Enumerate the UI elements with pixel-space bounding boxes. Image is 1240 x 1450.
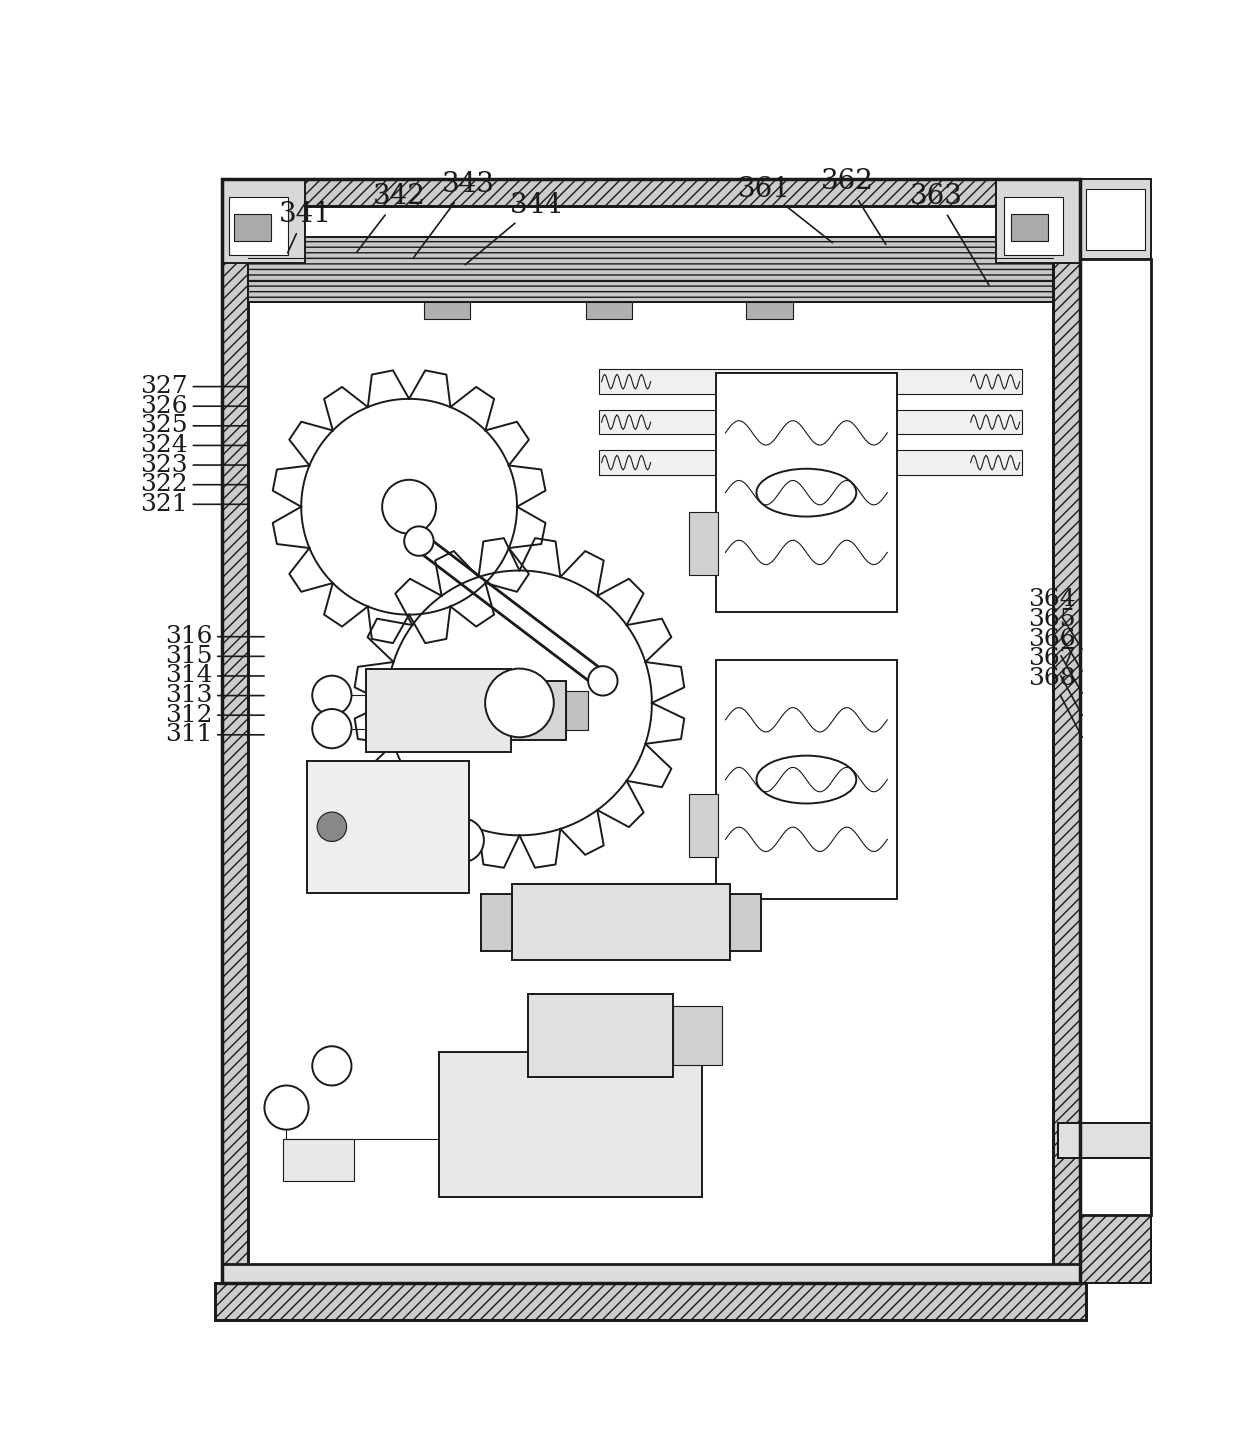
Bar (1058, 1124, 1151, 1157)
Bar (248, 236, 1053, 302)
Text: 327: 327 (140, 376, 247, 399)
Circle shape (485, 668, 554, 737)
Text: 361: 361 (738, 175, 832, 242)
Bar (222, 180, 248, 1283)
Text: 321: 321 (140, 493, 247, 516)
Bar (1053, 180, 1080, 1283)
Bar (424, 302, 470, 319)
Bar (599, 370, 1022, 394)
Bar (248, 236, 1053, 302)
Bar (673, 1006, 722, 1064)
Bar (308, 761, 469, 893)
Text: 366: 366 (1028, 628, 1083, 693)
Bar (1080, 180, 1151, 260)
Text: 325: 325 (140, 415, 247, 438)
Circle shape (382, 480, 436, 534)
Bar (222, 180, 1080, 206)
Bar (1080, 1124, 1151, 1283)
Bar (216, 1283, 1086, 1320)
Bar (222, 180, 248, 1283)
Text: 344: 344 (465, 191, 563, 265)
Text: 316: 316 (165, 625, 264, 648)
Bar (1058, 1124, 1151, 1157)
Bar (997, 180, 1080, 262)
Text: 322: 322 (140, 473, 247, 496)
Bar (512, 884, 730, 960)
Circle shape (312, 1047, 351, 1086)
Bar (599, 451, 1022, 474)
Bar (715, 373, 897, 612)
Text: 362: 362 (821, 168, 885, 245)
Bar (1053, 180, 1080, 1283)
Bar (366, 668, 511, 753)
Circle shape (440, 818, 484, 863)
Bar (283, 1140, 353, 1182)
Bar (688, 512, 718, 576)
Bar (216, 1283, 1086, 1320)
Text: 343: 343 (413, 171, 495, 258)
Circle shape (399, 818, 444, 863)
Circle shape (319, 818, 362, 863)
Circle shape (312, 676, 351, 715)
Bar (1085, 264, 1146, 1211)
Bar (1080, 1124, 1151, 1283)
Bar (234, 213, 270, 241)
Text: 313: 313 (165, 684, 264, 708)
Circle shape (317, 812, 346, 841)
Text: 315: 315 (165, 645, 264, 668)
Bar (599, 410, 1022, 435)
Bar (585, 302, 632, 319)
Circle shape (264, 1086, 309, 1130)
Bar (730, 895, 761, 951)
Text: 364: 364 (1028, 589, 1083, 650)
Bar (481, 895, 512, 951)
Bar (439, 1053, 702, 1198)
Bar (1086, 188, 1145, 251)
Circle shape (312, 709, 351, 748)
Bar (1080, 260, 1151, 1215)
Bar (528, 993, 673, 1077)
Bar (688, 793, 718, 857)
Bar (511, 682, 565, 740)
Circle shape (358, 818, 403, 863)
Text: 326: 326 (140, 394, 247, 418)
Text: 342: 342 (357, 183, 425, 252)
Text: 311: 311 (165, 724, 264, 747)
Circle shape (404, 526, 434, 555)
Text: 367: 367 (1028, 647, 1083, 715)
Bar (222, 1264, 1080, 1283)
Bar (746, 302, 792, 319)
Text: 312: 312 (165, 703, 264, 726)
Text: 323: 323 (140, 454, 247, 477)
Bar (715, 660, 897, 899)
Bar (222, 180, 1080, 1283)
Bar (222, 180, 305, 262)
Bar (1003, 197, 1063, 255)
Text: 368: 368 (1028, 667, 1083, 737)
Text: 365: 365 (1028, 608, 1083, 671)
Text: 324: 324 (140, 434, 247, 457)
Bar (565, 690, 588, 729)
Bar (222, 180, 1080, 206)
Text: 314: 314 (165, 664, 264, 687)
Circle shape (588, 666, 618, 696)
Text: 363: 363 (910, 183, 988, 284)
Bar (229, 197, 288, 255)
Text: 341: 341 (279, 202, 331, 252)
Bar (1011, 213, 1048, 241)
